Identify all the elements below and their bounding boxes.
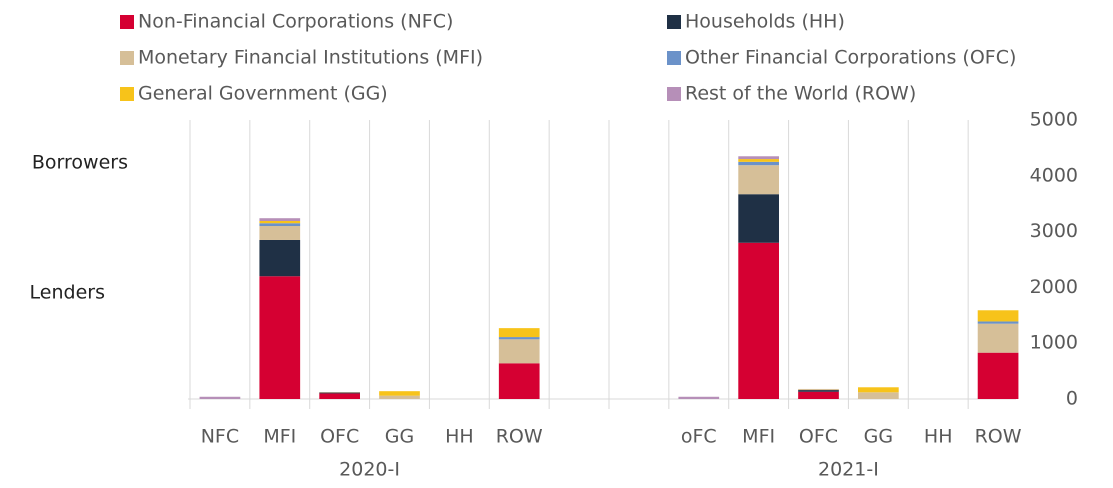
legend-label: Monetary Financial Institutions (MFI): [138, 47, 483, 69]
bar-segment: [738, 156, 779, 160]
bar-segment: [259, 223, 301, 227]
bar-segment: [798, 388, 839, 391]
y-tick-label: 3000: [1030, 220, 1078, 242]
bar-segment: [738, 194, 779, 243]
x-tick-label: NFC: [201, 426, 239, 448]
legend-swatch: [667, 15, 681, 29]
bar-segment: [259, 239, 301, 277]
bar-segment: [798, 390, 839, 392]
y-tick-label: 1000: [1030, 332, 1078, 354]
legend-label: Non-Financial Corporations (NFC): [138, 11, 453, 33]
bar-segment: [498, 363, 540, 399]
legend-label: Households (HH): [685, 11, 845, 33]
legend-label: Rest of the World (ROW): [685, 83, 916, 105]
legend-swatch: [120, 51, 134, 65]
bar-segment: [199, 396, 241, 399]
y-tick-label: 2000: [1030, 276, 1078, 298]
y-tick-label: 4000: [1030, 164, 1078, 186]
bar-segment: [498, 328, 540, 338]
x-tick-label: GG: [385, 426, 414, 448]
bar-segment: [798, 391, 839, 399]
bar-segment: [379, 391, 420, 396]
x-tick-label: MFI: [742, 426, 775, 448]
bar-segment: [259, 276, 301, 399]
bar-segment: [738, 165, 779, 195]
bar-segment: [319, 393, 360, 399]
bar-segment: [858, 392, 899, 399]
bar-segment: [738, 242, 779, 399]
annotation: Lenders: [30, 282, 105, 304]
annotation: Borrowers: [32, 152, 128, 174]
x-tick-label: HH: [924, 426, 953, 448]
legend-swatch: [120, 15, 134, 29]
y-tick-label: 0: [1066, 388, 1078, 410]
bar-segment: [977, 323, 1019, 353]
bar-segment: [498, 339, 540, 364]
bar-segment: [977, 321, 1019, 324]
legend-label: Other Financial Corporations (OFC): [685, 47, 1016, 69]
bar-segment: [379, 395, 420, 399]
bar-segment: [259, 226, 301, 240]
x-tick-label: MFI: [263, 426, 296, 448]
bar-segment: [738, 161, 779, 166]
x-tick-label: OFC: [320, 426, 359, 448]
legend-swatch: [667, 87, 681, 101]
group-label: 2021-I: [818, 459, 879, 481]
legend-swatch: [120, 87, 134, 101]
group-label: 2020-I: [339, 459, 400, 481]
bar-segment: [259, 218, 301, 221]
x-tick-label: oFC: [681, 426, 717, 448]
legend-label: General Government (GG): [138, 83, 388, 105]
y-tick-label: 5000: [1030, 109, 1078, 131]
bar-segment: [678, 396, 720, 399]
x-tick-label: ROW: [975, 426, 1022, 448]
legend-swatch: [667, 51, 681, 65]
bar-segment: [319, 392, 360, 394]
x-tick-label: ROW: [496, 426, 543, 448]
bar-segment: [319, 392, 360, 393]
bar-segment: [259, 220, 301, 224]
bar-segment: [858, 387, 899, 393]
bar-segment: [977, 310, 1019, 322]
x-tick-label: OFC: [799, 426, 838, 448]
x-tick-label: GG: [864, 426, 893, 448]
bar-segment: [977, 352, 1019, 399]
bar-segment: [498, 337, 540, 340]
x-tick-label: HH: [445, 426, 474, 448]
bar-segment: [738, 159, 779, 162]
